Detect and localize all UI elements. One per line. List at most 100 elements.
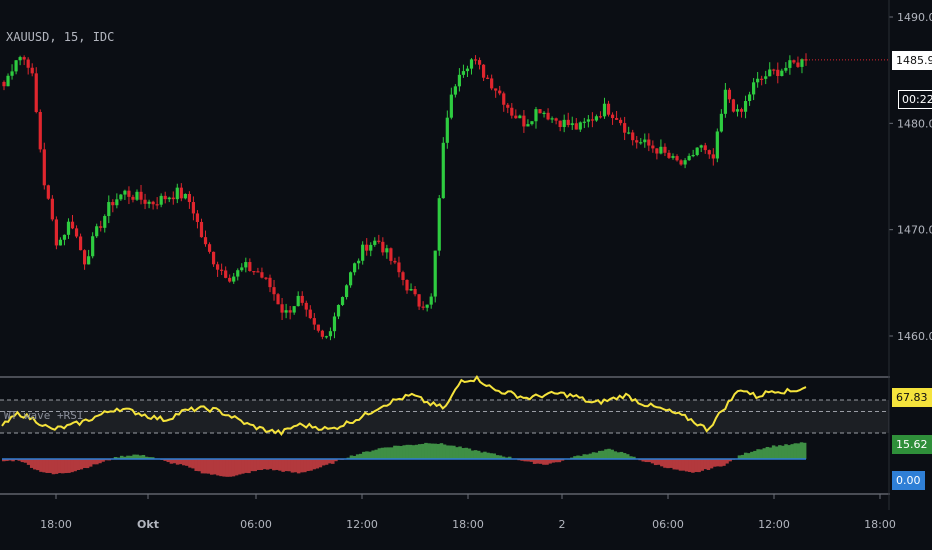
candle (667, 149, 671, 159)
candle (699, 144, 703, 153)
candle-body (256, 271, 260, 273)
candle-body (651, 145, 655, 149)
candle (449, 87, 453, 120)
candle (570, 116, 574, 130)
candle-body (502, 93, 506, 105)
time-tick-label: 06:00 (240, 518, 272, 531)
candle-body (481, 64, 486, 78)
countdown-tag: 00:22 (898, 90, 932, 109)
candle-body (62, 234, 67, 240)
candle (199, 218, 204, 238)
candle (457, 68, 462, 92)
candle-body (357, 260, 361, 264)
candle-body (602, 103, 607, 117)
candle (663, 143, 667, 157)
wave-bar (334, 459, 338, 462)
candle-body (582, 121, 586, 123)
candle (610, 112, 615, 125)
candle-body (647, 139, 651, 146)
wave-bar (737, 455, 742, 459)
wave-bar (327, 459, 332, 464)
time-tick-label: 06:00 (652, 518, 684, 531)
wave-bar (5, 459, 9, 461)
wave-bar (216, 459, 220, 476)
wave-bar (393, 445, 397, 459)
candle (639, 138, 643, 145)
wave-bar (17, 459, 22, 461)
wave-bar (464, 447, 469, 459)
candle-body (312, 318, 316, 325)
candle-body (95, 226, 99, 237)
candle (481, 64, 486, 82)
wave-bar (753, 450, 757, 459)
candle (498, 85, 502, 96)
candle (46, 184, 50, 200)
candle (276, 292, 280, 305)
wave-bar (703, 459, 708, 470)
candle-body (756, 78, 760, 83)
wave-bar (781, 445, 785, 459)
wave-bar (324, 459, 329, 465)
candle-body (409, 289, 413, 291)
candle-body (147, 201, 151, 204)
wave-bar (598, 450, 602, 459)
candle (70, 214, 75, 230)
candle (328, 327, 333, 341)
candle-body (550, 118, 554, 120)
wave-bar (579, 455, 583, 459)
candle (377, 234, 381, 244)
wave-bar (368, 451, 372, 459)
wave-bar (644, 459, 649, 463)
candle (421, 301, 425, 311)
candle-body (631, 132, 635, 141)
candle-body (296, 295, 300, 307)
candle (119, 193, 123, 201)
candle-body (240, 267, 244, 271)
candle (558, 120, 562, 132)
candle (534, 106, 538, 129)
candle (74, 225, 79, 239)
candle (490, 74, 494, 91)
candle-body (663, 146, 667, 153)
candle-body (30, 67, 34, 74)
candle-body (417, 294, 421, 307)
wave-bar (268, 459, 273, 469)
candle-body (619, 119, 623, 124)
wave-bar (39, 459, 43, 472)
candle (582, 117, 586, 129)
candle-body (453, 86, 457, 95)
candle (619, 117, 623, 126)
candle (304, 300, 308, 317)
wave-bar (275, 459, 279, 470)
wave-bar (622, 453, 627, 459)
candle (776, 62, 780, 84)
candle-body (300, 295, 304, 303)
wave-bar (169, 459, 174, 464)
wave-bar (141, 454, 146, 459)
candle-body (429, 296, 433, 305)
candle (711, 148, 715, 166)
wave-bar (666, 459, 670, 469)
candle-body (280, 304, 284, 313)
candle-body (127, 190, 131, 197)
candle-body (627, 132, 631, 134)
wave-bar (262, 459, 267, 470)
candle (735, 104, 740, 117)
wave-bar (557, 459, 562, 463)
candle (256, 267, 260, 273)
candle-body (731, 99, 736, 112)
candle (578, 121, 582, 132)
candle-body (623, 123, 627, 133)
wave-bar (135, 454, 139, 459)
wave-bar (594, 452, 599, 459)
candle-body (800, 59, 804, 67)
wave-bar (278, 459, 282, 471)
wave-bar (256, 459, 261, 470)
wave-bar (421, 443, 425, 459)
candle-body (739, 109, 744, 112)
candle (518, 114, 522, 119)
candle-body (236, 270, 240, 277)
candle (131, 194, 135, 203)
candle-body (54, 219, 58, 246)
wave-bar (396, 445, 400, 459)
